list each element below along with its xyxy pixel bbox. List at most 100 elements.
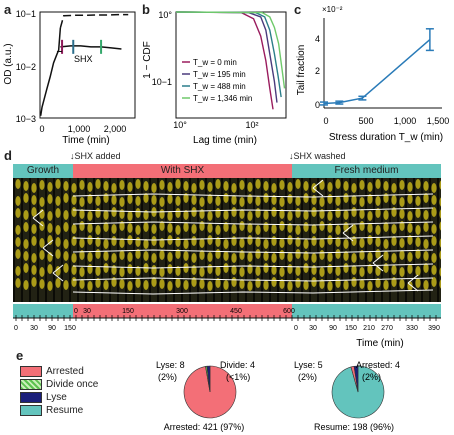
- cell: [175, 237, 181, 247]
- cell: [223, 263, 229, 273]
- cell: [47, 235, 53, 245]
- cell: [23, 280, 29, 290]
- cell: [183, 210, 189, 220]
- cell: [295, 237, 301, 247]
- cell: [223, 251, 229, 261]
- cell: [79, 221, 85, 231]
- cell: [231, 277, 237, 287]
- tr: 30: [309, 325, 317, 332]
- b-xlabel: Lag time (min): [193, 135, 257, 146]
- cell: [143, 210, 149, 220]
- tr: 90: [329, 325, 337, 332]
- a-ylabel: OD (a.u.): [3, 43, 14, 84]
- cell: [15, 179, 21, 189]
- c-ytick: 2: [315, 66, 320, 76]
- cell: [119, 180, 125, 190]
- panel-a-label: a: [4, 2, 12, 17]
- cell: [143, 181, 149, 191]
- cell: [207, 182, 213, 192]
- panel-c-chart: ×10⁻² Tail fraction 4 2 0 0 500 1,000 1,…: [296, 5, 449, 143]
- cell: [23, 263, 29, 273]
- cell: [15, 208, 21, 218]
- cell: [167, 223, 173, 233]
- cell: [359, 197, 365, 207]
- cell: [95, 208, 101, 218]
- cell: [295, 225, 301, 235]
- cell: [255, 266, 261, 276]
- cell: [199, 197, 205, 207]
- cell: [263, 210, 269, 220]
- lineage-split: [407, 282, 419, 292]
- pie1-lyse-pct: (2%): [158, 372, 177, 382]
- cell: [303, 239, 309, 249]
- cell: [127, 252, 133, 262]
- cell: [223, 181, 229, 191]
- lineage-branch: [72, 207, 434, 213]
- cell: [311, 207, 317, 217]
- cell: [79, 267, 85, 277]
- cell: [247, 281, 253, 291]
- lineage-split: [312, 179, 324, 189]
- cell: [383, 251, 389, 261]
- cell: [311, 183, 317, 193]
- cell: [167, 264, 173, 274]
- c-series: [323, 39, 431, 105]
- cell: [263, 193, 269, 203]
- cell: [151, 236, 157, 246]
- cell: [247, 211, 253, 221]
- cell: [343, 280, 349, 290]
- cell: [175, 196, 181, 206]
- cell: [63, 251, 69, 261]
- cell: [287, 182, 293, 192]
- cell: [199, 180, 205, 190]
- cell: [439, 180, 441, 190]
- cell: [319, 279, 325, 289]
- cell: [367, 223, 373, 233]
- cell: [31, 265, 37, 275]
- cell: [95, 266, 101, 276]
- cell: [263, 239, 269, 249]
- cell: [279, 238, 285, 248]
- cell: [295, 208, 301, 218]
- cell: [287, 223, 293, 233]
- cell: [223, 193, 229, 203]
- cell: [159, 250, 165, 260]
- cell: [423, 251, 429, 261]
- tr: 0: [294, 325, 298, 332]
- a-ytick: 10−3: [16, 114, 36, 124]
- cell: [351, 207, 357, 217]
- cell: [191, 224, 197, 234]
- cell: [335, 196, 341, 206]
- pie2-arrest-label: Arrested: 4: [356, 360, 400, 370]
- cell: [31, 236, 37, 246]
- cell: [319, 197, 325, 207]
- b-ylabel: 1 − CDF: [142, 41, 153, 79]
- cell: [71, 265, 77, 275]
- cell: [199, 209, 205, 219]
- cell: [71, 236, 77, 246]
- cell: [175, 225, 181, 235]
- event-shx-washed: ↓SHX washed: [289, 151, 346, 161]
- legend-label: Arrested: [46, 365, 84, 377]
- cell: [95, 249, 101, 259]
- cell: [239, 209, 245, 219]
- cell: [79, 250, 85, 260]
- cell: [191, 195, 197, 205]
- cell: [351, 277, 357, 287]
- cell: [407, 223, 413, 233]
- cell: [111, 183, 117, 193]
- cell: [327, 252, 333, 262]
- cell: [207, 235, 213, 245]
- time-bar-growth: [13, 304, 73, 318]
- cell: [407, 211, 413, 221]
- cell: [15, 196, 21, 206]
- cell: [95, 196, 101, 206]
- cell: [335, 225, 341, 235]
- cell: [311, 277, 317, 287]
- cell: [247, 182, 253, 192]
- phase-growth-bar: Growth: [13, 164, 73, 178]
- cell: [207, 211, 213, 221]
- pie2-arrest-pct: (2%): [362, 372, 381, 382]
- legend-label: Resume: [46, 404, 84, 416]
- cell: [399, 197, 405, 207]
